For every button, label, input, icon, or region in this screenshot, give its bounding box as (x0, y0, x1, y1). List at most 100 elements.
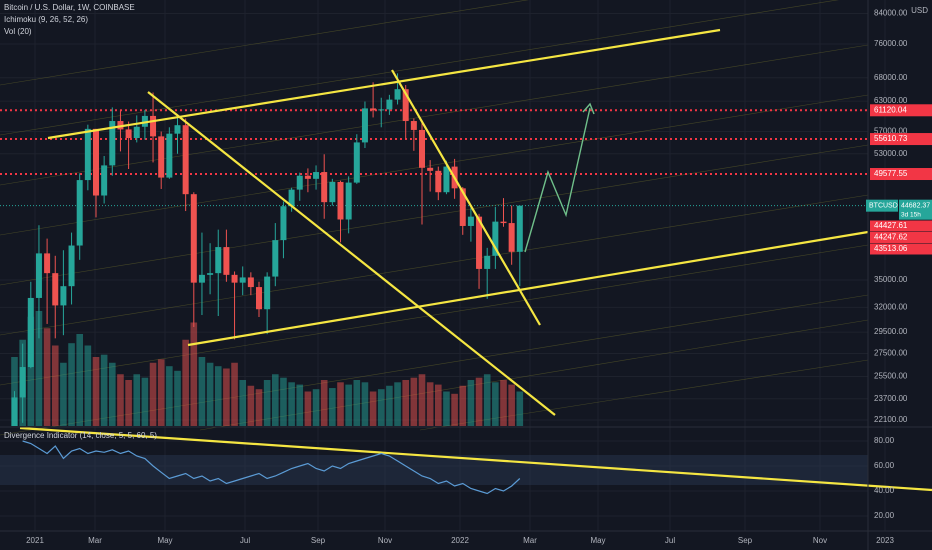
countdown-label: 3d 15h (901, 211, 921, 218)
candle-body (166, 133, 173, 178)
candle-body (247, 277, 254, 288)
indicator-volume: Vol (20) (4, 27, 32, 36)
candle-body (109, 121, 116, 166)
projection-arrow (524, 102, 595, 253)
volume-bar (312, 389, 320, 426)
volume-bar (125, 380, 132, 426)
candle-body (419, 129, 425, 168)
axes: 84000.00 76000.00 68000.00 63000.00 57000.00… (26, 9, 932, 545)
trendlines (19, 28, 932, 492)
volume-bar (272, 374, 279, 426)
currency: USD (911, 6, 928, 15)
candle-body (117, 121, 124, 130)
y-tick-label: 76000.00 (874, 39, 908, 48)
volume-bar (280, 377, 287, 426)
candle-body (516, 205, 523, 252)
volume-bar (60, 362, 67, 426)
candle-body (378, 109, 385, 111)
candle-body (68, 245, 75, 287)
volume-bar (500, 380, 507, 426)
volume-bar (84, 345, 92, 426)
candle-body (19, 367, 26, 398)
osc-tick-label: 80.00 (874, 436, 895, 445)
volume-bar (320, 380, 328, 426)
osc-tick-label: 20.00 (874, 511, 895, 520)
candle-body (443, 166, 450, 193)
volume-bar (214, 366, 222, 426)
candles (11, 73, 523, 426)
volume-bar (361, 382, 369, 426)
candle-body (256, 287, 262, 310)
candle-body (223, 247, 230, 275)
y-tick-label: 22100.00 (874, 415, 908, 424)
candle-body (239, 277, 246, 283)
level-label: 61120.04 (874, 105, 907, 114)
candle-body (231, 274, 238, 283)
x-tick-label: May (157, 536, 172, 545)
volume-bar (410, 377, 418, 426)
candle-body (321, 172, 328, 203)
volume-bar (117, 374, 124, 426)
candle-body (304, 175, 311, 179)
volume-bar (443, 391, 450, 426)
x-tick-label: 2021 (26, 536, 44, 545)
x-tick-label: Jul (665, 536, 675, 545)
candle-body (386, 99, 393, 110)
x-tick-label: Mar (88, 536, 102, 545)
volume-bar (239, 380, 246, 426)
pitchfork-lines (0, 0, 869, 436)
level-label-box (870, 104, 932, 117)
volume-bar (141, 377, 149, 426)
candle-body (272, 240, 279, 277)
volume-bar (426, 382, 434, 426)
candle-body (158, 136, 165, 178)
volume-bar (296, 384, 304, 426)
volume-bar (51, 345, 59, 426)
price-label-box (870, 220, 932, 232)
volume-bar (206, 362, 214, 426)
candle-body (402, 89, 409, 122)
volume-bar (508, 384, 515, 426)
candle-body (427, 167, 434, 171)
candle-body (410, 121, 417, 130)
oscillator-pane (22, 440, 521, 495)
x-tick-label: Nov (378, 536, 392, 545)
volume-bar (263, 380, 271, 426)
volume-bar (190, 322, 198, 426)
candle-body (76, 180, 83, 246)
candle-body (44, 253, 51, 274)
candle-body (361, 108, 368, 143)
candle-body (27, 297, 34, 368)
volume-bar (35, 311, 43, 426)
volume-bar (223, 368, 230, 426)
volume-bar (451, 393, 458, 426)
y-tick-label: 27500.00 (874, 349, 908, 358)
volume-bar (435, 384, 442, 426)
volume-bar (418, 374, 426, 426)
volume-bar (76, 334, 83, 426)
volume-bar (43, 328, 51, 426)
candle-body (345, 182, 352, 220)
volume-bar (109, 362, 116, 426)
osc-tick-label: 40.00 (874, 486, 895, 495)
y-tick-label: 84000.00 (874, 9, 908, 18)
candle-body (174, 125, 181, 134)
volume-bar (255, 389, 263, 426)
last-price-box (899, 199, 932, 220)
volume-bar (353, 380, 361, 426)
volume-bar (467, 380, 475, 426)
candle-body (101, 165, 108, 196)
volume-bar (247, 385, 255, 426)
volume-bar (166, 366, 173, 426)
symbol-label: BTCUSD (869, 203, 898, 210)
volume-bar (345, 384, 352, 426)
volume-bar (459, 385, 467, 426)
volume-bar (369, 391, 377, 426)
candle-body (93, 128, 99, 196)
x-tick-label: Sep (311, 536, 326, 545)
volume-bar (475, 377, 483, 426)
candle-body (484, 255, 491, 269)
y-tick-label: 68000.00 (874, 73, 908, 82)
levels (0, 109, 868, 207)
level-label-box (870, 168, 932, 181)
